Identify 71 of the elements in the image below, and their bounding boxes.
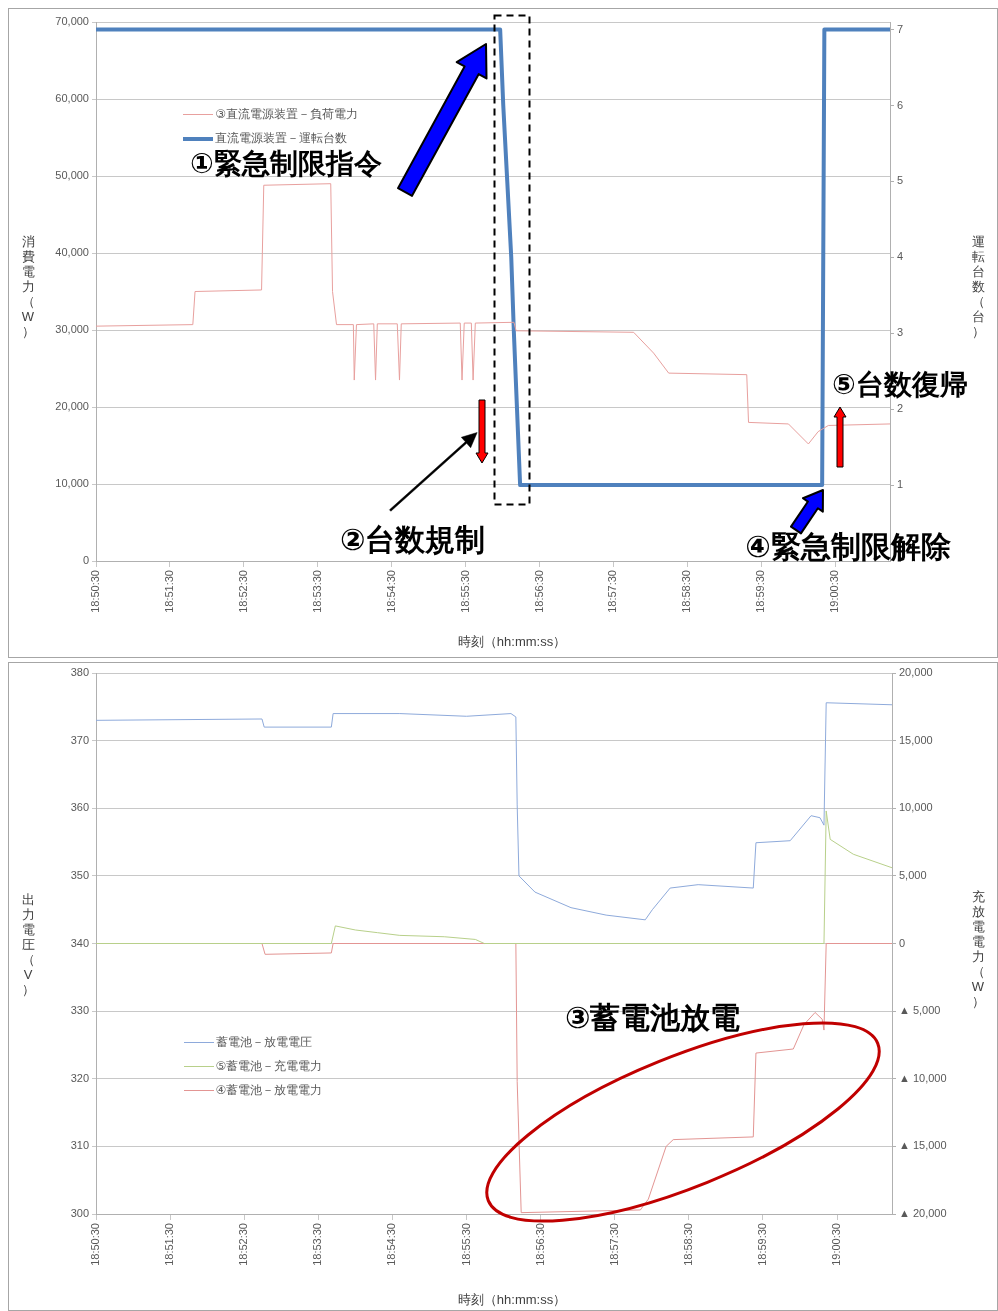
- legend-label: 直流電源装置－運転台数: [215, 130, 348, 148]
- legend-label: ⑤蓄電池－充電電力: [215, 1057, 323, 1075]
- annotation: ①緊急制限指令: [190, 148, 382, 179]
- y2-tick-label: 15,000: [899, 733, 933, 746]
- x-tick-label: 18:52:30: [236, 570, 249, 613]
- annotation: ⑤台数復帰: [832, 369, 968, 400]
- x-tick-label: 18:55:30: [459, 1223, 472, 1266]
- x-tick-label: 18:58:30: [680, 570, 693, 613]
- y-tick-label: 370: [70, 733, 89, 746]
- x-tick-label: 18:57:30: [606, 570, 619, 613]
- y-tick-label: 40,000: [55, 246, 89, 259]
- y2-tick-label: 3: [897, 326, 904, 339]
- y2-tick-label: 20,000: [899, 666, 933, 679]
- y-tick-label: 20,000: [55, 400, 89, 413]
- y-tick-label: 30,000: [55, 323, 89, 336]
- x-tick-label: 18:58:30: [681, 1223, 694, 1266]
- y-tick-label: 320: [70, 1071, 89, 1084]
- y-tick-label: 60,000: [55, 92, 89, 105]
- x-tick-label: 18:51:30: [162, 570, 175, 613]
- x-tick-label: 18:59:30: [755, 1223, 768, 1266]
- x-tick-label: 18:56:30: [532, 570, 545, 613]
- x-tick-label: 18:50:30: [89, 1223, 102, 1266]
- x-axis-title: 時刻（hh:mm:ss）: [457, 633, 567, 650]
- y2-tick-label: 10,000: [899, 801, 933, 814]
- y2-axis-title: 運転台数（台）: [971, 233, 985, 340]
- y-tick-label: 340: [70, 936, 89, 949]
- x-tick-label: 18:51:30: [163, 1223, 176, 1266]
- y2-tick-label: 5: [897, 174, 904, 187]
- y2-axis-title: 充放電電力（W）: [971, 889, 985, 1010]
- y-tick-label: 10,000: [55, 477, 89, 490]
- y-tick-label: 380: [70, 666, 89, 679]
- annotation: ②台数規制: [340, 523, 486, 556]
- y-tick-label: 360: [70, 801, 89, 814]
- legend-label: 蓄電池－放電電圧: [215, 1033, 312, 1051]
- x-tick-label: 18:54:30: [384, 570, 397, 613]
- x-tick-label: 18:53:30: [311, 1223, 324, 1266]
- y-axis-title: 出力電圧（V）: [21, 891, 35, 998]
- x-tick-label: 18:53:30: [310, 570, 323, 613]
- x-tick-label: 19:00:30: [830, 1223, 843, 1266]
- y2-tick-label: 4: [897, 250, 904, 263]
- y-axis-title: 消費電力（W）: [21, 233, 35, 340]
- x-tick-label: 18:54:30: [385, 1223, 398, 1266]
- x-tick-label: 18:50:30: [89, 570, 102, 613]
- y2-tick-label: 5,000: [899, 868, 927, 881]
- x-tick-label: 18:56:30: [533, 1223, 546, 1266]
- y2-tick-label: 6: [897, 98, 904, 111]
- x-tick-label: 18:55:30: [458, 570, 471, 613]
- y-tick-label: 310: [70, 1139, 89, 1152]
- y2-tick-label: 0: [899, 936, 906, 949]
- y2-tick-label: 2: [897, 402, 904, 415]
- legend-label: ④蓄電池－放電電力: [215, 1081, 323, 1099]
- y2-tick-label: ▲ 20,000: [899, 1207, 947, 1220]
- y-tick-label: 350: [70, 868, 89, 881]
- y-tick-label: 300: [70, 1207, 89, 1220]
- x-axis-title: 時刻（hh:mm:ss）: [457, 1291, 567, 1308]
- y2-tick-label: ▲ 10,000: [899, 1071, 947, 1084]
- legend-label: ③直流電源装置－負荷電力: [215, 106, 359, 124]
- y2-tick-label: 1: [897, 478, 904, 491]
- x-tick-label: 18:57:30: [607, 1223, 620, 1266]
- y2-tick-label: ▲ 5,000: [899, 1004, 941, 1017]
- x-tick-label: 18:52:30: [237, 1223, 250, 1266]
- annotation: ④緊急制限解除: [745, 530, 951, 563]
- y-tick-label: 50,000: [55, 169, 89, 182]
- x-tick-label: 18:59:30: [754, 570, 767, 613]
- x-tick-label: 19:00:30: [828, 570, 841, 613]
- y-tick-label: 330: [70, 1004, 89, 1017]
- y-tick-label: 0: [82, 554, 89, 567]
- y2-tick-label: 7: [897, 22, 904, 35]
- y-tick-label: 70,000: [55, 15, 89, 28]
- y2-tick-label: ▲ 15,000: [899, 1139, 947, 1152]
- annotation: ③蓄電池放電: [565, 1001, 741, 1034]
